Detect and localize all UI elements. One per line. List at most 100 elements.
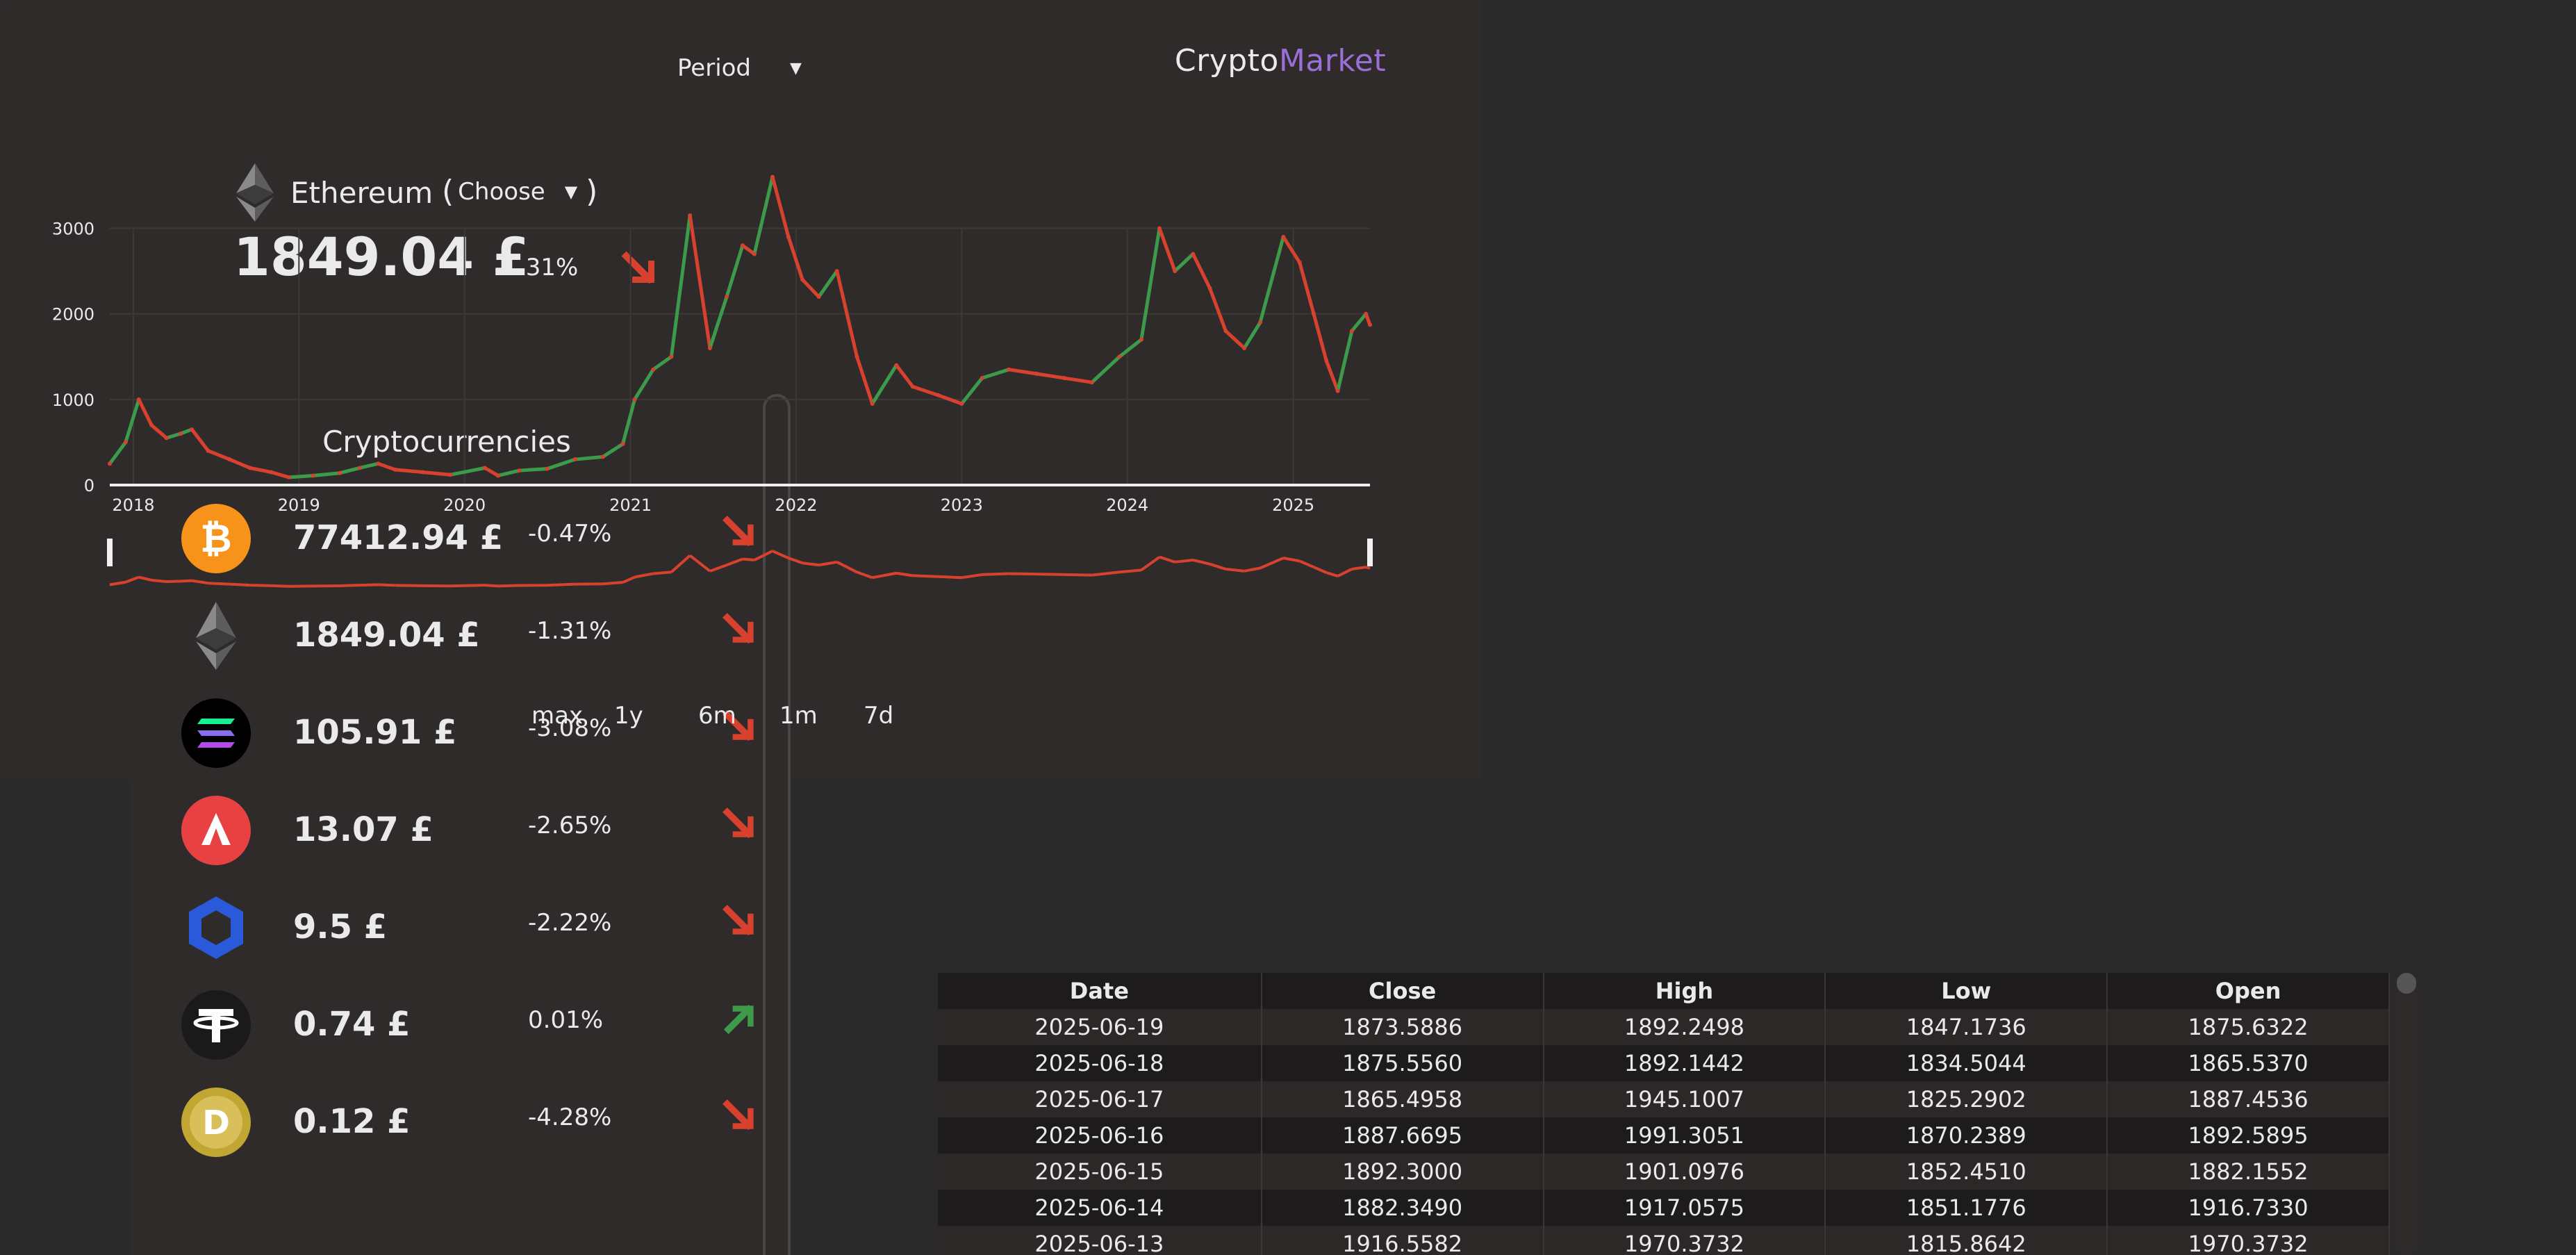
table-cell: 1887.6695: [1261, 1117, 1544, 1154]
trend-down-arrow-icon: [723, 807, 754, 839]
range-selector: max 1y 6m 1m 7d: [0, 702, 1481, 744]
coin-change: -0.47%: [528, 520, 612, 548]
data-point: [1335, 388, 1340, 393]
data-point: [1364, 311, 1369, 316]
data-point: [1223, 329, 1228, 334]
price-segment: [601, 442, 625, 459]
coin-change: 0.01%: [528, 1006, 604, 1034]
table-cell: 2025-06-15: [938, 1154, 1262, 1190]
coin-row-dogecoin[interactable]: D 0.12 £ -4.28%: [181, 1087, 754, 1163]
range-1m-button[interactable]: 1m: [779, 702, 818, 730]
coin-select-dropdown[interactable]: ( Choose ▼ ): [442, 174, 597, 209]
ethereum-icon: [236, 163, 274, 222]
table-row: 2025-06-14 1882.3490 1917.0575 1851.1776 191…: [938, 1190, 2390, 1226]
price-segment: [108, 440, 128, 466]
table-cell: 1851.1776: [1825, 1190, 2108, 1226]
data-point: [834, 269, 839, 274]
price-series: [108, 174, 1372, 479]
bitcoin-icon: ₿: [181, 504, 251, 573]
data-point: [936, 393, 941, 397]
range-slider-segment: [872, 571, 897, 580]
data-point: [1191, 252, 1196, 256]
table-row: 2025-06-16 1887.6695 1991.3051 1870.2389 189…: [938, 1117, 2390, 1154]
price-segment: [770, 175, 791, 239]
price-segment: [1336, 329, 1354, 393]
coin-row-tether[interactable]: 0.74 £ 0.01%: [181, 990, 754, 1066]
coin-change: -1.31%: [528, 617, 612, 645]
range-slider-segment: [818, 560, 838, 567]
x-tick-label: 2023: [941, 495, 983, 515]
range-1y-button[interactable]: 1y: [614, 702, 643, 730]
range-slider-segment: [109, 580, 126, 587]
data-point: [770, 174, 775, 179]
data-point: [870, 402, 875, 406]
coin-row-ethereum[interactable]: 1849.04 £ -1.31%: [181, 600, 754, 677]
data-point: [1312, 311, 1316, 316]
price-segment: [1007, 368, 1039, 376]
data-point: [206, 448, 210, 453]
coin-row-avalanche[interactable]: 13.07 £ -2.65%: [181, 795, 754, 871]
selected-coin-change: -1.31%: [495, 254, 579, 281]
data-point: [1207, 286, 1212, 290]
range-slider-segment: [726, 557, 743, 567]
data-point: [448, 473, 453, 477]
range-handle-right: [1367, 539, 1373, 566]
range-6m-button[interactable]: 6m: [698, 702, 736, 730]
range-slider-segment: [1260, 557, 1285, 570]
column-header-open[interactable]: Open: [2107, 973, 2390, 1009]
price-segment: [248, 466, 273, 475]
price-segment: [190, 427, 210, 453]
data-point: [959, 402, 964, 406]
coin-row-bitcoin[interactable]: ₿ 77412.94 £ -0.47%: [181, 503, 754, 580]
price-segment: [651, 354, 673, 372]
coin-price: 77412.94 £: [293, 518, 504, 557]
table-cell: 1892.5895: [2107, 1117, 2390, 1154]
coin-row-solana[interactable]: 105.91 £ -3.08%: [181, 698, 754, 774]
data-point: [752, 252, 757, 256]
price-segment: [633, 368, 655, 402]
table-row: 2025-06-15 1892.3000 1901.0976 1852.4510 188…: [938, 1154, 2390, 1190]
price-segment: [1312, 312, 1328, 363]
data-point: [108, 461, 112, 466]
range-slider-segment: [151, 578, 167, 584]
table-scrollbar-thumb[interactable]: [2397, 973, 2416, 994]
data-point: [740, 243, 745, 248]
period-dropdown[interactable]: Period ▼: [677, 54, 802, 82]
table-cell: 1901.0976: [1543, 1154, 1826, 1190]
price-segment: [1281, 235, 1302, 265]
data-point: [816, 295, 821, 300]
table-cell: 1815.8642: [1825, 1226, 2108, 1255]
column-header-date[interactable]: Date: [938, 973, 1262, 1009]
coin-row-chainlink[interactable]: 9.5 £ -2.22%: [181, 892, 754, 969]
trend-down-arrow-icon: [621, 251, 654, 284]
range-slider-segment: [1209, 562, 1226, 571]
range-slider-segment: [1192, 558, 1210, 566]
table-cell: 1945.1007: [1543, 1081, 1826, 1117]
data-point: [1117, 354, 1122, 359]
range-slider-segment: [1337, 568, 1353, 577]
range-slider-segment: [688, 554, 711, 573]
column-header-close[interactable]: Close: [1261, 973, 1544, 1009]
coin-select-label: Choose: [458, 177, 545, 206]
data-point: [600, 454, 605, 459]
table-cell: 1847.1736: [1825, 1009, 2108, 1045]
range-slider[interactable]: [107, 539, 1373, 588]
range-7d-button[interactable]: 7d: [864, 702, 894, 730]
price-segment: [206, 449, 231, 461]
column-header-high[interactable]: High: [1543, 973, 1826, 1009]
x-tick-label: 2025: [1272, 495, 1314, 515]
table-cell: 1970.3732: [1543, 1226, 1826, 1255]
selected-coin-price: 1849.04 £: [233, 226, 529, 288]
range-max-button[interactable]: max: [531, 702, 584, 730]
chart-grid: [110, 227, 1370, 485]
list-scrollbar[interactable]: [763, 394, 791, 1255]
svg-text:D: D: [202, 1104, 230, 1142]
column-header-low[interactable]: Low: [1825, 973, 2108, 1009]
range-slider-segment: [1365, 566, 1371, 570]
avalanche-icon: [181, 796, 251, 865]
range-slider-segment: [484, 584, 499, 588]
table-header-row: Date Close High Low Open: [938, 973, 2390, 1009]
table-scrollbar[interactable]: [2394, 973, 2419, 1255]
data-point: [149, 423, 154, 427]
